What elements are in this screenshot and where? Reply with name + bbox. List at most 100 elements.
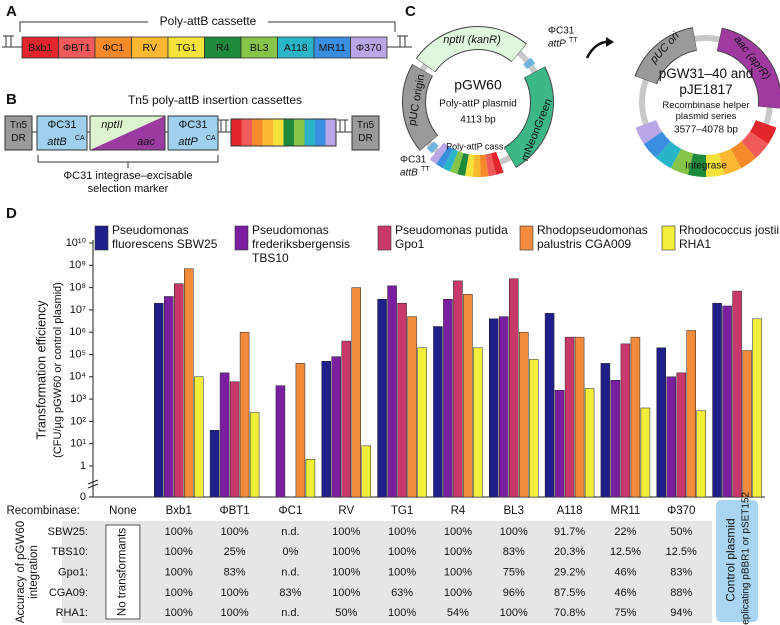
bar [473,347,483,498]
y-tick-label: 10³ [70,393,86,405]
table-cell: 100% [444,567,472,579]
rainbow-stripe [304,119,315,146]
legend-swatch [519,225,534,251]
y-axis-label: Transformation efficiency [34,300,48,440]
table-cell: 100% [500,607,528,619]
x-tick-label: RV [338,505,354,517]
terminator [337,119,348,132]
bar [433,326,443,498]
tn5-box [351,115,380,151]
bar [610,380,621,498]
site-box [36,115,88,151]
table-cell: 83% [279,587,301,599]
rainbow-arc [429,142,449,165]
table-cell: 12.5% [666,546,697,558]
table-cell: 100% [332,587,360,599]
legend-label: Rhodococcus jostii RHA1 [679,223,780,251]
bar [499,316,509,498]
none-box [105,524,141,620]
site-name: attP [548,39,566,50]
legend-label: Rhodopseudomonas palustris CGA009 [537,223,648,251]
bar [676,372,686,498]
site-phage: ΦC31 [400,155,427,166]
legend-swatch [94,225,109,251]
terminator [3,35,14,47]
bar [600,363,611,498]
bar [529,359,539,498]
marker-box [89,115,166,151]
x-axis-label: Recombinase: [6,505,80,517]
bar [219,372,230,498]
arrow-head [606,37,614,47]
y-axis-label: (CFU/µg pGW60 or control plasmid) [52,282,64,458]
table-cell: 100% [221,607,249,619]
y-tick-label: 1 [80,460,86,472]
x-tick-label: TG1 [391,505,413,517]
y-tick-label: 0 [80,491,86,503]
x-tick-label: A118 [557,505,583,517]
y-tick-label: 10⁷ [70,304,86,316]
x-tick-label: Bxb1 [166,505,192,517]
rainbow-arc [643,131,671,158]
y-tick-label: 10¹⁰ [66,237,87,249]
legend-label: Pseudomonas fluorescens SBW25 [112,223,218,251]
table-cell: 100% [444,526,472,538]
rainbow-arc [741,131,769,158]
x-tick-label: None [109,505,137,517]
control-label: Control plasmid [723,518,737,601]
segment-label: RV [143,42,157,54]
bar [712,302,722,498]
terminator [397,35,408,47]
rainbow-arc [479,154,489,177]
bar [489,318,499,498]
row-label: Gpo1: [58,567,88,579]
legend-swatch [234,225,249,251]
bar [194,376,204,498]
bar [331,356,341,498]
row-label: CGA09: [49,587,88,599]
bar [351,287,361,498]
feature-arc [403,64,438,150]
tn5-label: Tn5 DR [356,120,375,144]
rainbow-stripe [283,119,294,146]
title-bg [148,14,268,30]
table-cell: 100% [444,587,472,599]
table-cell: 0% [282,546,298,558]
bar [305,459,316,498]
bar [544,313,555,498]
segment-label: Φ370 [356,42,382,54]
legend-label: Pseudomonas putida Gpo1 [395,223,508,251]
site [426,141,439,154]
table-cell: 75% [614,607,636,619]
table-cell: 83% [670,567,692,579]
rainbow-arc [449,151,464,175]
tn5-box [4,115,33,151]
plasmid-subtitle: Poly-attP plasmid [439,99,517,110]
feature-label: Integrase [685,161,727,172]
panel-label: C [405,3,416,20]
cassette-title: Poly-attB cassette [160,14,257,28]
bar [722,305,732,498]
bar [417,347,427,498]
bar [752,318,762,498]
table-cell: n.d. [281,567,299,579]
table-cell: 87.5% [554,587,585,599]
row-header: Accuracy of pGW60 integration [15,520,40,624]
rainbow-arc [670,148,694,175]
x-tick-label: Φ370 [667,505,695,517]
bar [275,385,286,498]
panel-label: D [6,205,17,222]
plasmid-size: 4113 bp [460,115,496,126]
rainbow-stripe [252,119,263,146]
table-cell: 54% [447,607,469,619]
x-tick-label: R4 [451,505,466,517]
table-cell: 100% [332,546,360,558]
site-sup: CA [75,135,85,142]
table-cell: 50% [670,526,692,538]
rainbow-arc [635,119,663,144]
bracket-label: ΦC31 integrase–excisable [63,170,192,182]
bar [164,296,174,498]
segment-label: MR11 [319,42,346,54]
cassette-segment [350,36,388,59]
site-phage: ΦC31 [179,119,208,131]
